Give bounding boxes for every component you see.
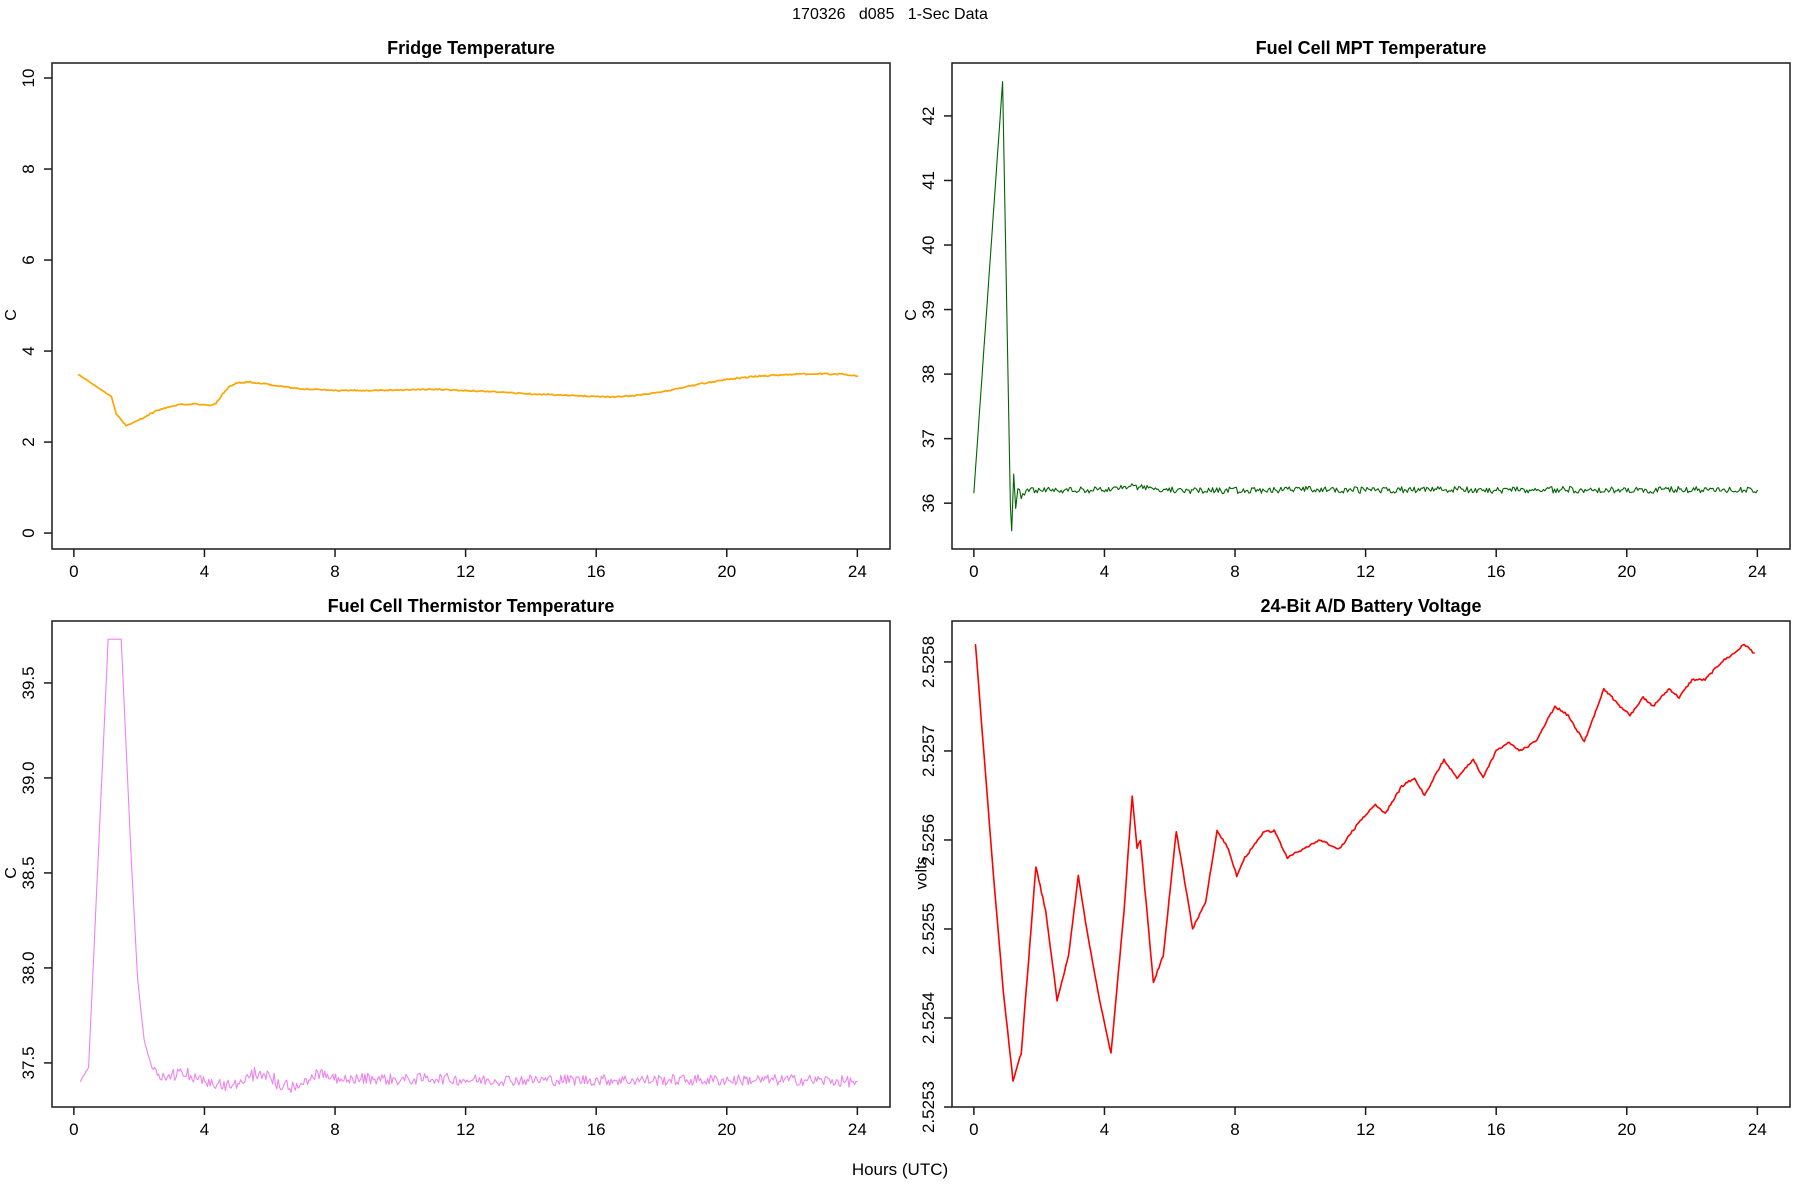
page-title: 170326 d085 1-Sec Data	[792, 6, 988, 23]
x-tick-label: 16	[1487, 562, 1506, 581]
x-tick-label: 12	[1356, 1120, 1375, 1139]
x-tick-label: 8	[1230, 1120, 1239, 1139]
x-tick-label: 0	[69, 562, 78, 581]
y-tick-label: 10	[19, 69, 38, 88]
y-tick-label: 2.5255	[919, 903, 938, 955]
chart-title: Fuel Cell MPT Temperature	[1255, 38, 1487, 58]
plot-box	[951, 620, 1791, 1108]
x-tick-label: 4	[200, 562, 209, 581]
y-tick-label: 6	[19, 255, 38, 264]
y-tick-label: 2.5254	[919, 992, 938, 1044]
y-tick-label: 8	[19, 164, 38, 173]
x-tick-label: 0	[69, 1120, 78, 1139]
x-tick-label: 20	[1617, 1120, 1636, 1139]
x-tick-label: 24	[1748, 562, 1767, 581]
x-tick-label: 4	[200, 1120, 209, 1139]
plot-box	[51, 620, 891, 1108]
y-tick-label: 40	[919, 236, 938, 255]
y-tick-label: 2.5257	[919, 725, 938, 777]
x-tick-label: 0	[969, 562, 978, 581]
data-line	[974, 643, 1755, 1083]
y-tick-label: 42	[919, 106, 938, 125]
plot-box	[951, 62, 1791, 550]
x-tick-label: 8	[330, 562, 339, 581]
chart-title: Fuel Cell Thermistor Temperature	[327, 596, 615, 616]
chart-battery-voltage: 24-Bit A/D Battery Voltage volts 0 4 8 12 16…	[900, 588, 1800, 1146]
battery-voltage-plot: 0 4 8 12 16 20 24 2.5253 2.5254 2.5255 2.5256 2.525…	[919, 620, 1791, 1139]
x-tick-label: 8	[330, 1120, 339, 1139]
x-tick-label: 12	[456, 1120, 475, 1139]
x-tick-label: 4	[1100, 1120, 1109, 1139]
data-line	[973, 81, 1758, 532]
x-tick-label: 0	[969, 1120, 978, 1139]
y-tick-label: 37.5	[19, 1046, 38, 1079]
x-tick-label: 12	[1356, 562, 1375, 581]
x-tick-label: 16	[1487, 1120, 1506, 1139]
y-tick-label: 2.5258	[919, 636, 938, 688]
x-tick-label: 20	[717, 562, 736, 581]
data-line	[79, 638, 858, 1094]
x-tick-label: 8	[1230, 562, 1239, 581]
y-tick-label: 2.5253	[919, 1081, 938, 1133]
y-tick-label: 2.5256	[919, 814, 938, 866]
y-tick-label: 38.5	[19, 856, 38, 889]
fuel-cell-mpt-plot: 0 4 8 12 16 20 24 36 37 38 39 40 41 42	[919, 62, 1791, 581]
fuel-cell-thermistor-plot: 0 4 8 12 16 20 24 37.5 38.0 38.5 39.0 39.5	[19, 620, 891, 1139]
x-tick-label: 24	[1748, 1120, 1767, 1139]
y-tick-label: 36	[919, 494, 938, 513]
x-tick-label: 20	[717, 1120, 736, 1139]
y-tick-label: 39	[919, 300, 938, 319]
x-tick-label: 20	[1617, 562, 1636, 581]
y-tick-label: 39.5	[19, 666, 38, 699]
x-axis-label: Hours (UTC)	[851, 1160, 949, 1179]
x-tick-label: 16	[587, 1120, 606, 1139]
chart-title: 24-Bit A/D Battery Voltage	[1260, 596, 1482, 616]
plot-box	[51, 62, 891, 550]
x-tick-label: 24	[848, 562, 867, 581]
y-tick-label: 37	[919, 429, 938, 448]
x-tick-label: 12	[456, 562, 475, 581]
y-tick-label: 38.0	[19, 951, 38, 984]
y-tick-label: 0	[19, 528, 38, 537]
y-tick-label: 39.0	[19, 761, 38, 794]
x-tick-label: 4	[1100, 562, 1109, 581]
x-tick-label: 24	[848, 1120, 867, 1139]
y-tick-label: 4	[19, 346, 38, 355]
chart-title: Fridge Temperature	[387, 38, 555, 58]
x-tick-label: 16	[587, 562, 606, 581]
chart-fuel-cell-mpt-temperature: Fuel Cell MPT Temperature C 0 4 8 12 16 20 24 3…	[900, 30, 1800, 588]
y-tick-label: 38	[919, 365, 938, 384]
data-line	[77, 372, 859, 427]
y-tick-label: 41	[919, 171, 938, 190]
y-tick-label: 2	[19, 437, 38, 446]
chart-fridge-temperature: Fridge Temperature C 0 4 8 12 16 20 24 0 2 4 6 8 10	[0, 30, 900, 588]
chart-fuel-cell-thermistor-temperature: Fuel Cell Thermistor Temperature C 0 4 8 12…	[0, 588, 900, 1146]
